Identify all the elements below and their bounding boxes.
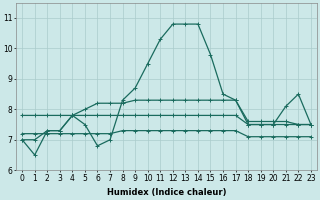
X-axis label: Humidex (Indice chaleur): Humidex (Indice chaleur) xyxy=(107,188,226,197)
